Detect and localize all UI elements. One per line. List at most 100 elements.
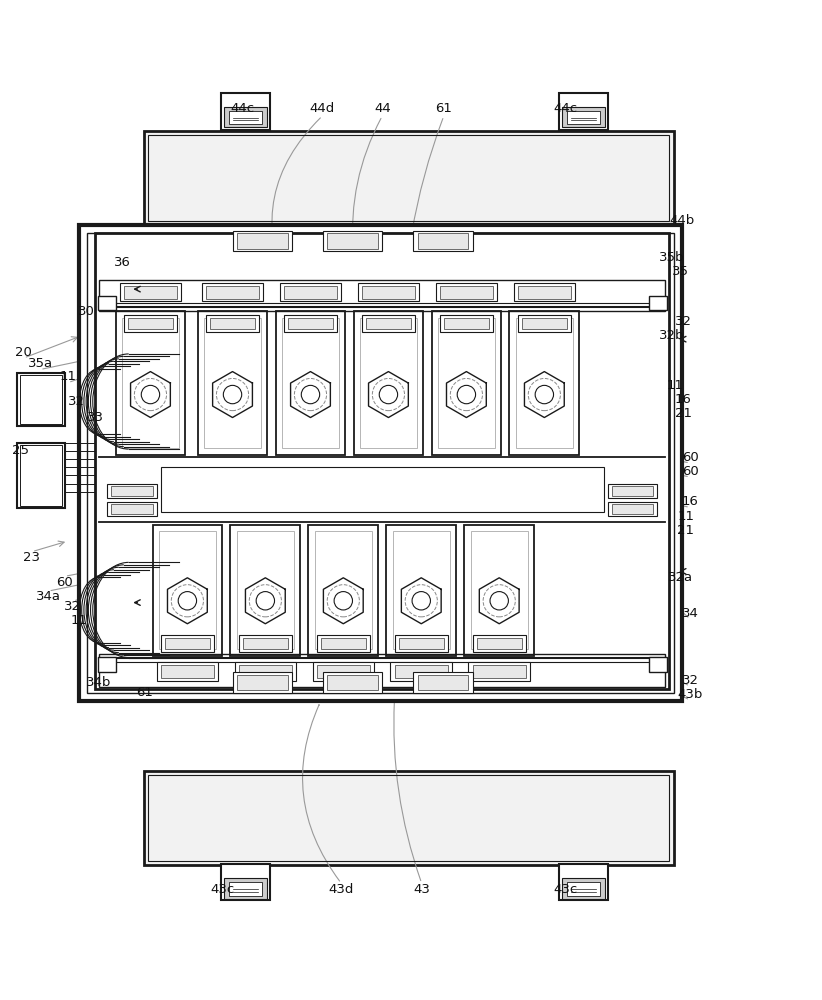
Bar bbox=[288, 318, 333, 329]
FancyArrowPatch shape bbox=[394, 701, 421, 881]
Bar bbox=[108, 502, 157, 516]
Bar bbox=[390, 662, 452, 681]
Text: 11: 11 bbox=[59, 370, 76, 383]
Bar bbox=[204, 318, 261, 448]
Bar bbox=[116, 311, 185, 455]
Bar bbox=[229, 111, 261, 124]
Bar bbox=[161, 665, 214, 678]
Bar bbox=[362, 315, 415, 332]
Bar bbox=[153, 525, 222, 656]
Bar bbox=[567, 882, 600, 896]
Text: 61: 61 bbox=[436, 102, 452, 115]
Bar bbox=[230, 525, 300, 656]
FancyArrowPatch shape bbox=[272, 118, 321, 287]
Text: 44c: 44c bbox=[553, 102, 577, 115]
Bar bbox=[234, 662, 296, 681]
Bar bbox=[649, 296, 667, 310]
Text: 16: 16 bbox=[675, 393, 692, 406]
Text: 35a: 35a bbox=[27, 357, 53, 370]
Bar bbox=[366, 318, 411, 329]
Text: 21: 21 bbox=[675, 407, 692, 420]
Bar bbox=[242, 638, 288, 649]
Bar bbox=[315, 531, 372, 649]
Bar bbox=[353, 311, 423, 455]
Text: 43b: 43b bbox=[677, 688, 703, 701]
Bar bbox=[360, 318, 417, 448]
Text: 44c: 44c bbox=[231, 102, 255, 115]
Bar bbox=[362, 286, 415, 299]
Text: 32a: 32a bbox=[667, 571, 693, 584]
Bar bbox=[122, 318, 178, 448]
Text: 43: 43 bbox=[413, 883, 430, 896]
Bar bbox=[358, 283, 419, 301]
Text: 35b: 35b bbox=[659, 251, 685, 264]
Bar bbox=[438, 318, 495, 448]
Text: 35: 35 bbox=[672, 265, 689, 278]
Bar bbox=[323, 231, 382, 251]
Bar bbox=[112, 486, 153, 496]
FancyArrowPatch shape bbox=[353, 118, 381, 250]
Text: 32: 32 bbox=[67, 395, 85, 408]
Text: 34: 34 bbox=[681, 607, 699, 620]
Bar bbox=[473, 665, 526, 678]
Bar bbox=[161, 635, 214, 652]
Bar bbox=[17, 443, 65, 508]
Bar bbox=[238, 635, 292, 652]
Bar bbox=[440, 315, 493, 332]
Text: 43d: 43d bbox=[329, 883, 354, 896]
Bar bbox=[444, 318, 489, 329]
Bar bbox=[224, 107, 266, 127]
Bar bbox=[522, 318, 567, 329]
Bar bbox=[316, 665, 370, 678]
Bar bbox=[238, 665, 292, 678]
Bar bbox=[440, 286, 493, 299]
Bar bbox=[229, 882, 261, 896]
Text: 11: 11 bbox=[71, 614, 88, 627]
Bar bbox=[157, 662, 218, 681]
Text: 30: 30 bbox=[78, 305, 95, 318]
Bar bbox=[220, 93, 270, 130]
Bar bbox=[514, 283, 575, 301]
Bar bbox=[469, 662, 530, 681]
Bar bbox=[312, 662, 374, 681]
Text: 32: 32 bbox=[64, 600, 81, 613]
Bar bbox=[432, 311, 501, 455]
Bar bbox=[206, 286, 259, 299]
Bar bbox=[649, 657, 667, 672]
Bar bbox=[395, 635, 448, 652]
Bar bbox=[220, 864, 270, 900]
Bar bbox=[473, 635, 526, 652]
Bar bbox=[284, 315, 337, 332]
Bar bbox=[128, 318, 173, 329]
Bar bbox=[413, 672, 473, 693]
Bar bbox=[237, 233, 288, 249]
Bar bbox=[210, 318, 255, 329]
Text: 60: 60 bbox=[681, 465, 699, 478]
Bar bbox=[510, 311, 580, 455]
Bar bbox=[562, 107, 605, 127]
Bar bbox=[418, 675, 469, 690]
Bar bbox=[612, 504, 653, 514]
Text: 21: 21 bbox=[677, 524, 695, 537]
Bar bbox=[98, 657, 116, 672]
Text: 36: 36 bbox=[113, 256, 131, 269]
Bar bbox=[316, 635, 370, 652]
Text: 60: 60 bbox=[57, 576, 73, 589]
Bar bbox=[477, 638, 522, 649]
Bar bbox=[99, 654, 665, 687]
Bar bbox=[395, 665, 448, 678]
Bar bbox=[98, 296, 116, 310]
Bar bbox=[124, 315, 177, 332]
Bar bbox=[284, 286, 337, 299]
Bar bbox=[559, 864, 608, 900]
Bar bbox=[518, 315, 571, 332]
Bar bbox=[608, 502, 657, 516]
Bar bbox=[275, 311, 345, 455]
Bar bbox=[99, 280, 665, 311]
Text: 44: 44 bbox=[374, 102, 390, 115]
Bar bbox=[108, 484, 157, 498]
Text: 43c: 43c bbox=[210, 883, 234, 896]
Bar bbox=[79, 225, 681, 701]
Bar bbox=[413, 231, 473, 251]
Bar bbox=[20, 445, 62, 506]
